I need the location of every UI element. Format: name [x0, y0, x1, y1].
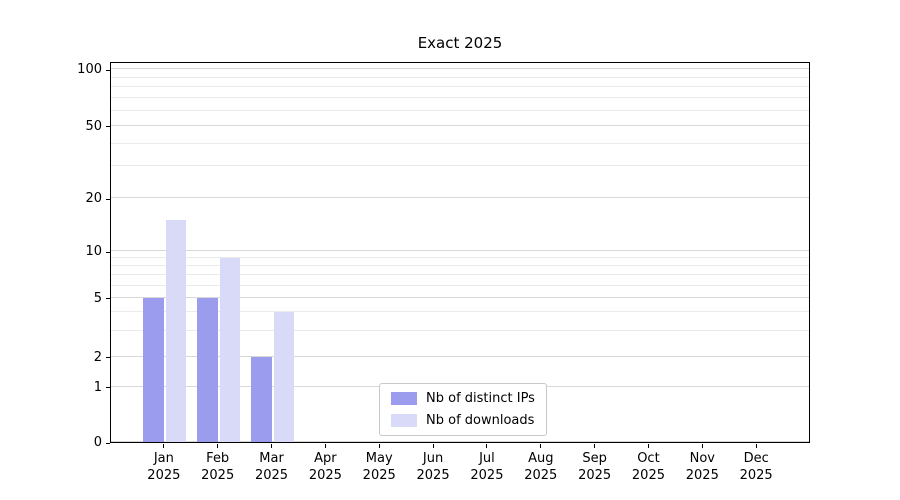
x-tick-mark-jun [432, 444, 434, 448]
x-tick-year-nov: 2025 [685, 468, 719, 483]
bar-nb-of-distinct-ips-feb [197, 297, 218, 442]
y-tick-mark-1 [106, 387, 110, 389]
y-tick-mark-2 [106, 357, 110, 359]
plot-area: Nb of distinct IPs Nb of downloads [110, 62, 810, 443]
x-tick-month-dec: Dec [743, 451, 769, 466]
x-tick-mark-jul [486, 444, 488, 448]
x-tick-month-nov: Nov [689, 451, 715, 466]
x-tick-label-oct: Oct 2025 [618, 450, 678, 484]
x-tick-label-mar: Mar 2025 [242, 450, 302, 484]
bar-nb-of-distinct-ips-jan [143, 297, 164, 442]
legend-label-nb-of-downloads: Nb of downloads [426, 413, 535, 428]
y-tick-label-0: 0 [93, 435, 102, 450]
x-tick-mark-aug [540, 444, 542, 448]
bar-nb-of-downloads-mar [273, 312, 295, 442]
minor-gridline-6 [111, 284, 809, 286]
x-tick-year-apr: 2025 [308, 468, 342, 483]
x-tick-label-jun: Jun 2025 [403, 450, 463, 484]
x-tick-month-aug: Aug [528, 451, 554, 466]
y-tick-label-2: 2 [93, 349, 102, 365]
x-tick-month-feb: Feb [206, 451, 230, 466]
x-tick-year-feb: 2025 [201, 468, 235, 483]
major-gridline-0 [111, 441, 809, 442]
minor-gridline-9 [111, 257, 809, 259]
x-tick-label-jan: Jan 2025 [134, 450, 194, 484]
x-tick-mark-sep [594, 444, 596, 448]
bar-nb-of-downloads-feb [219, 258, 241, 442]
major-gridline-2 [111, 356, 809, 357]
minor-gridline-90 [111, 76, 809, 78]
minor-gridline-60 [111, 110, 809, 112]
x-tick-mark-mar [271, 444, 273, 448]
x-tick-label-dec: Dec 2025 [726, 450, 786, 484]
minor-gridline-30 [111, 165, 809, 167]
x-tick-month-oct: Oct [637, 451, 660, 466]
minor-gridline-3 [111, 329, 809, 331]
x-tick-year-mar: 2025 [254, 468, 289, 483]
y-tick-label-10: 10 [85, 244, 102, 259]
x-tick-label-apr: Apr 2025 [295, 450, 355, 484]
major-gridline-50 [111, 125, 809, 126]
x-tick-mark-dec [755, 444, 757, 448]
x-tick-mark-nov [701, 444, 703, 448]
minor-gridline-7 [111, 274, 809, 276]
bar-nb-of-downloads-jan [165, 220, 187, 442]
legend-item-nb-of-downloads: Nb of downloads [391, 413, 535, 428]
x-tick-month-may: May [365, 451, 393, 466]
y-tick-mark-50 [106, 126, 110, 128]
x-tick-year-sep: 2025 [578, 468, 612, 483]
minor-gridline-40 [111, 142, 809, 144]
bar-nb-of-distinct-ips-mar [251, 357, 272, 442]
legend: Nb of distinct IPs Nb of downloads [379, 383, 547, 436]
x-tick-year-oct: 2025 [631, 468, 665, 483]
x-tick-year-jan: 2025 [147, 468, 181, 483]
major-gridline-10 [111, 250, 809, 252]
x-tick-year-jun: 2025 [416, 468, 450, 483]
y-tick-label-100: 100 [77, 62, 102, 77]
x-tick-mark-feb [217, 444, 219, 448]
y-tick-label-20: 20 [85, 191, 102, 206]
x-tick-mark-may [378, 444, 380, 448]
legend-item-nb-of-distinct-ips: Nb of distinct IPs [391, 391, 535, 406]
y-tick-mark-100 [106, 69, 110, 71]
x-tick-mark-jan [163, 444, 165, 448]
x-tick-year-jul: 2025 [470, 468, 504, 483]
legend-swatch-nb-of-distinct-ips [391, 392, 417, 405]
x-tick-month-apr: Apr [314, 451, 337, 466]
x-tick-label-sep: Sep 2025 [565, 450, 625, 484]
y-tick-label-5: 5 [93, 290, 102, 306]
y-tick-mark-5 [106, 298, 110, 300]
x-tick-month-sep: Sep [582, 451, 607, 466]
y-tick-label-1: 1 [93, 379, 102, 395]
x-tick-year-aug: 2025 [524, 468, 558, 483]
x-tick-label-nov: Nov 2025 [672, 450, 732, 484]
x-tick-year-dec: 2025 [739, 468, 773, 483]
x-tick-month-jul: Jul [479, 451, 495, 466]
x-tick-month-jan: Jan [153, 451, 174, 466]
x-tick-month-jun: Jun [422, 451, 444, 466]
x-tick-label-feb: Feb 2025 [188, 450, 248, 484]
x-tick-mark-apr [324, 444, 326, 448]
minor-gridline-4 [111, 311, 809, 313]
minor-gridline-80 [111, 86, 809, 88]
major-gridline-5 [111, 296, 809, 298]
major-gridline-100 [111, 68, 809, 70]
chart-title: Exact 2025 [417, 34, 503, 52]
x-tick-month-mar: Mar [259, 451, 284, 466]
x-tick-label-may: May 2025 [349, 450, 409, 484]
legend-label-nb-of-distinct-ips: Nb of distinct IPs [426, 391, 535, 406]
y-tick-mark-10 [106, 251, 110, 253]
legend-swatch-nb-of-downloads [391, 414, 417, 427]
x-tick-mark-oct [647, 444, 649, 448]
major-gridline-20 [111, 197, 809, 199]
x-tick-label-aug: Aug 2025 [511, 450, 571, 484]
y-tick-label-50: 50 [85, 118, 102, 134]
minor-gridline-70 [111, 97, 809, 99]
x-tick-year-may: 2025 [362, 468, 396, 483]
y-tick-mark-0 [106, 442, 110, 444]
x-tick-label-jul: Jul 2025 [457, 450, 517, 484]
y-tick-mark-20 [106, 198, 110, 200]
minor-gridline-8 [111, 265, 809, 267]
